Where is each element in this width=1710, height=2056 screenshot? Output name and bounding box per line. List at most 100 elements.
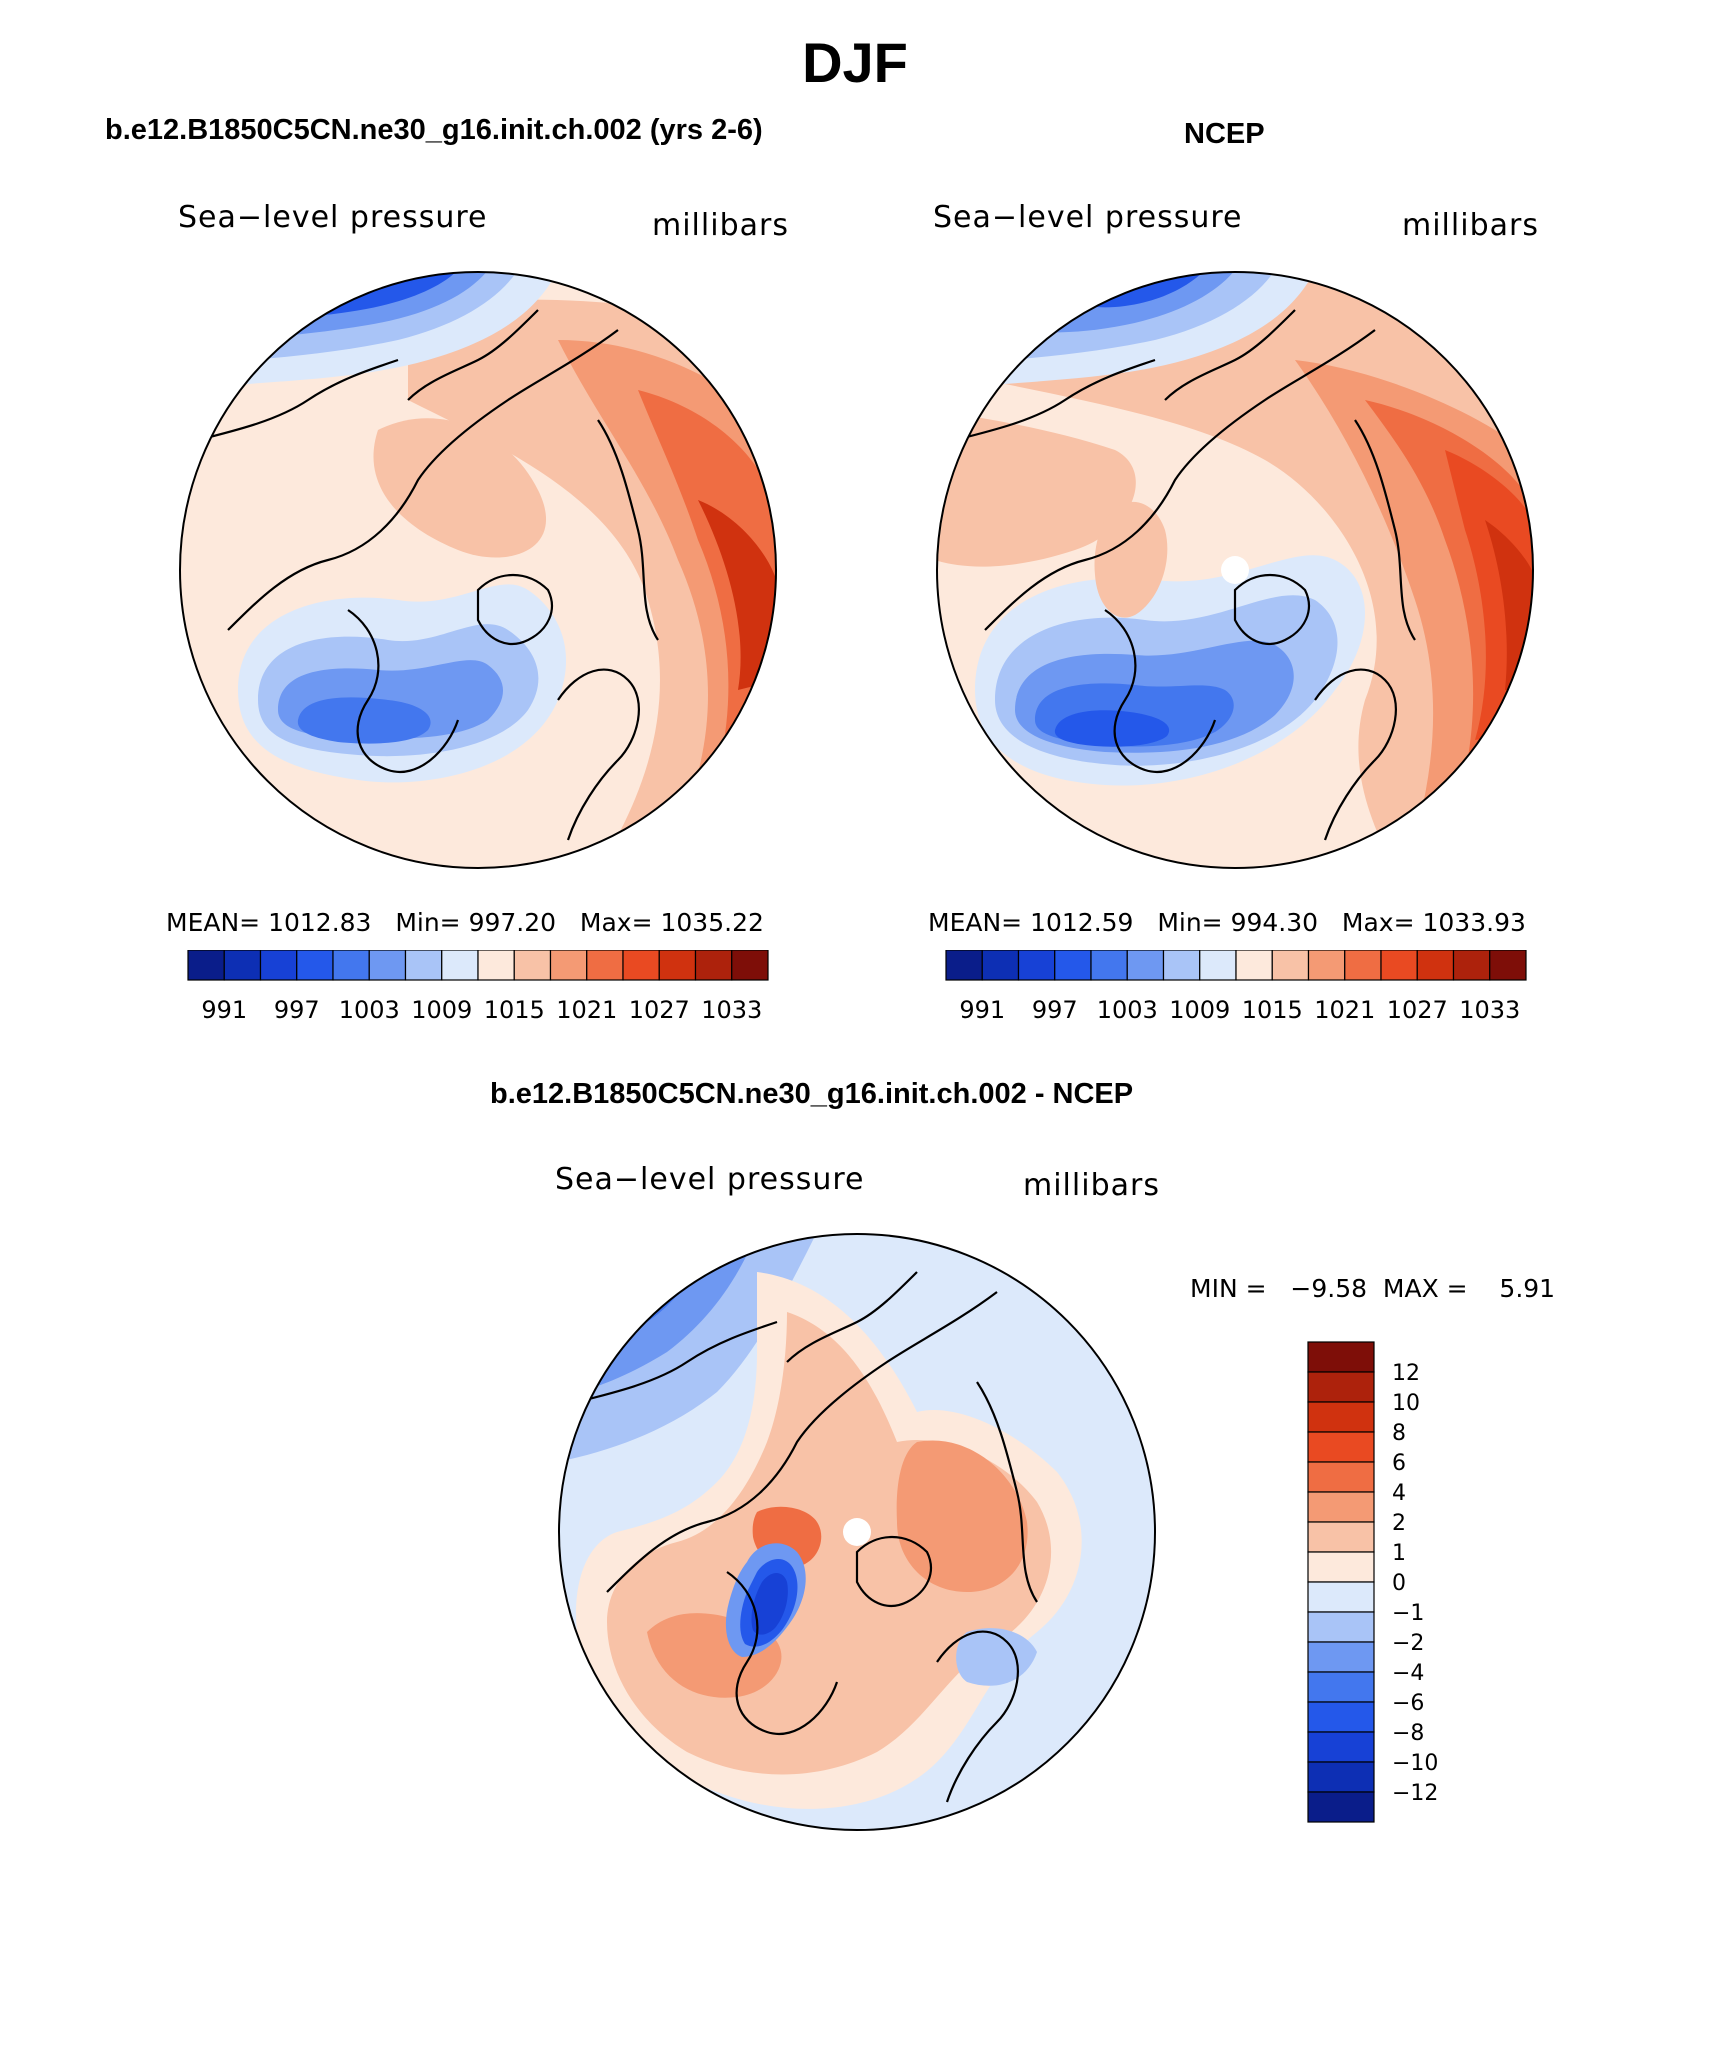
diff-colorbar-box-9 [1307, 1611, 1375, 1643]
obs-min-value: 994.30 [1230, 908, 1319, 937]
model-colorbar-tick-label: 1015 [484, 996, 545, 1024]
high-pressure-contour-5 [373, 418, 547, 558]
diff-colorbar-tick-label: 12 [1392, 1361, 1420, 1386]
diff-colorbar-tick-label: 6 [1392, 1451, 1406, 1476]
low-pressure-contour-9 [1054, 710, 1170, 747]
obs-stats: MEAN= 1012.59 Min= 994.30 Max= 1033.93 [928, 908, 1526, 937]
coastline-6 [197, 358, 399, 442]
obs-colorbar-tick-label: 991 [959, 996, 1005, 1024]
coastline-7 [597, 419, 659, 641]
model-colorbar-tick-label: 991 [201, 996, 247, 1024]
obs-colorbar-box-5 [1126, 950, 1165, 981]
diff-colorbar-box-7 [1307, 1551, 1375, 1583]
obs-colorbar-tick-label: 1003 [1097, 996, 1158, 1024]
neg-contour-5 [956, 1628, 1037, 1686]
model-colorbar-tick-label: 1009 [411, 996, 472, 1024]
obs-colorbar-tick-label: 1033 [1459, 996, 1520, 1024]
model-units-label: millibars [652, 208, 789, 243]
diff-panel-title: b.e12.B1850C5CN.ne30_g16.init.ch.002 - N… [490, 1078, 1134, 1110]
diff-min-value: −9.58 [1290, 1274, 1368, 1303]
model-colorbar-box-6 [404, 950, 443, 981]
model-colorbar-box-13 [658, 950, 697, 981]
model-colorbar: 991 997 1003 1009 1015 1021 1027 1033 [187, 950, 769, 1024]
obs-colorbar-box-6 [1162, 950, 1201, 981]
diff-colorbar-box-8 [1307, 1581, 1375, 1613]
obs-colorbar-box-8 [1235, 950, 1273, 981]
diff-colorbar-tick-label: −10 [1392, 1751, 1438, 1776]
obs-min-label: Min= [1157, 908, 1223, 937]
diff-colorbar-box-5 [1307, 1491, 1375, 1523]
coastlines [576, 1271, 1038, 1803]
model-stats: MEAN= 1012.83 Min= 997.20 Max= 1035.22 [166, 908, 764, 937]
diff-max-value: 5.91 [1499, 1274, 1556, 1303]
diff-colorbar-box-12 [1307, 1701, 1375, 1733]
coastline-5 [1164, 309, 1296, 401]
model-colorbar-box-1 [223, 950, 262, 981]
obs-colorbar-box-14 [1452, 950, 1491, 981]
obs-colorbar: 991 997 1003 1009 1015 1021 1027 1033 [945, 950, 1527, 1024]
diff-colorbar-box-1 [1307, 1371, 1375, 1403]
model-colorbar-tick-label: 1003 [339, 996, 400, 1024]
coastline-2 [1104, 609, 1217, 773]
diff-colorbar-box-10 [1307, 1641, 1375, 1673]
coastline-2 [726, 1571, 839, 1735]
obs-panel-title: NCEP [1184, 118, 1265, 150]
low-pressure-contour-8 [297, 697, 431, 744]
obs-colorbar-tick-label: 1009 [1169, 996, 1230, 1024]
coastline-1 [984, 329, 1376, 631]
diff-colorbar-box-13 [1307, 1731, 1375, 1763]
diff-max-label: MAX = [1382, 1274, 1468, 1303]
model-colorbar-tick-label: 1033 [701, 996, 762, 1024]
coastline-5 [786, 1271, 918, 1363]
obs-max-value: 1033.93 [1422, 908, 1526, 937]
model-colorbar-tick-label: 1027 [629, 996, 690, 1024]
diff-variable-label: Sea−level pressure [555, 1162, 865, 1197]
model-min-label: Min= [395, 908, 461, 937]
diff-colorbar-box-0 [1307, 1341, 1375, 1373]
obs-variable-label: Sea−level pressure [933, 200, 1243, 235]
model-colorbar-box-14 [694, 950, 733, 981]
coastline-4 [1314, 668, 1397, 841]
map-boundary [179, 271, 777, 869]
diff-colorbar-tick-label: 8 [1392, 1421, 1406, 1446]
coastlines [197, 309, 659, 841]
map-boundary [936, 271, 1534, 869]
obs-colorbar-tick-label: 1027 [1387, 996, 1448, 1024]
diff-colorbar-box-11 [1307, 1671, 1375, 1703]
obs-colorbar-box-1 [981, 950, 1020, 981]
diff-colorbar-box-3 [1307, 1431, 1375, 1463]
obs-colorbar-box-3 [1054, 950, 1092, 981]
model-colorbar-box-5 [368, 950, 407, 981]
obs-colorbar-box-11 [1344, 950, 1382, 981]
model-colorbar-box-15 [731, 950, 769, 981]
obs-colorbar-box-9 [1271, 950, 1310, 981]
coastline-5 [407, 309, 539, 401]
coastline-7 [1354, 419, 1416, 641]
model-colorbar-box-0 [187, 950, 225, 981]
model-colorbar-tick-label: 1021 [556, 996, 617, 1024]
coastline-4 [557, 668, 640, 841]
diff-polar-map [558, 1233, 1156, 1831]
neg-contour-4 [617, 1234, 687, 1293]
diff-min-label: MIN = [1190, 1274, 1267, 1303]
diff-colorbar-tick-label: 4 [1392, 1481, 1406, 1506]
coastline-3 [855, 1535, 932, 1607]
pos-contour-3 [896, 1440, 1028, 1592]
coastline-7 [976, 1381, 1038, 1603]
high-pressure-contour-4 [698, 500, 776, 690]
model-colorbar-box-4 [332, 950, 370, 981]
model-colorbar-box-3 [296, 950, 334, 981]
diff-colorbar-box-4 [1307, 1461, 1375, 1493]
obs-colorbar-box-15 [1489, 950, 1527, 981]
coastline-2 [347, 609, 460, 773]
diff-stats: MIN = −9.58 MAX = 5.91 [1190, 1274, 1555, 1303]
obs-polar-map [936, 271, 1534, 869]
missing-data-pole [1221, 556, 1249, 584]
obs-mean-value: 1012.59 [1030, 908, 1134, 937]
model-colorbar-box-9 [513, 950, 552, 981]
coastline-6 [576, 1320, 778, 1404]
diff-colorbar-tick-label: 1 [1392, 1541, 1406, 1566]
diff-colorbar-tick-label: 10 [1392, 1391, 1420, 1416]
diff-colorbar-tick-label: −2 [1392, 1631, 1424, 1656]
greenland-high-contour [1094, 501, 1168, 618]
